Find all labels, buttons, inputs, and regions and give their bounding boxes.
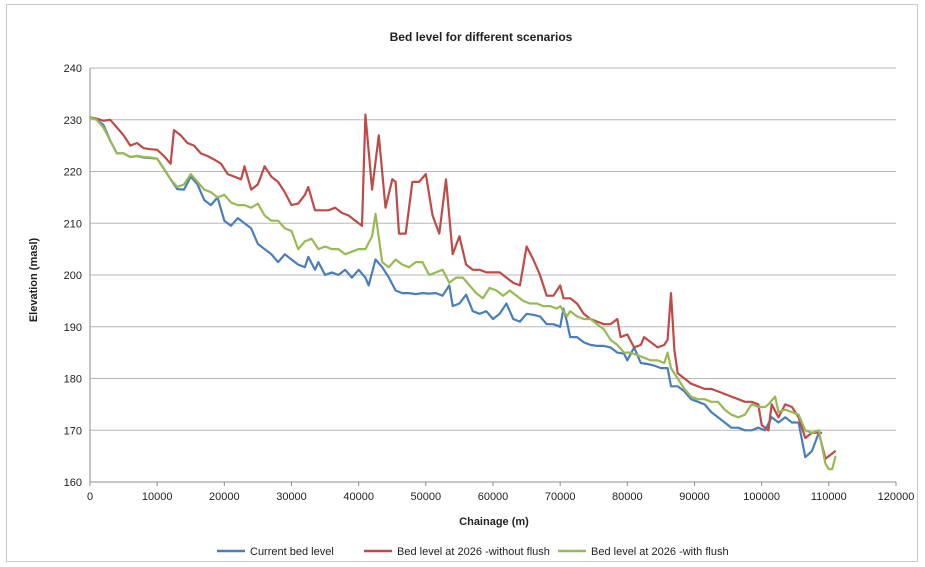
- x-tick-label: 30000: [276, 491, 307, 503]
- y-tick-labels: 160 170 180 190 200 210 220 230 240: [64, 63, 82, 489]
- x-tick-label: 70000: [545, 491, 576, 503]
- legend-label-3: Bed level at 2026 -with flush: [591, 546, 729, 558]
- x-tick-label: 10000: [142, 491, 173, 503]
- y-tick-label: 180: [64, 374, 82, 386]
- chart-title: Bed level for different scenarios: [390, 30, 573, 44]
- axes: [89, 68, 897, 486]
- y-tick-label: 240: [64, 63, 82, 75]
- legend-label-2: Bed level at 2026 -without flush: [397, 546, 550, 558]
- y-tick-label: 160: [64, 477, 82, 489]
- legend-label-1: Current bed level: [250, 546, 334, 558]
- grid: [90, 67, 896, 483]
- legend: Current bed level Bed level at 2026 -with…: [217, 546, 729, 558]
- x-tick-label: 90000: [679, 491, 710, 503]
- y-tick-label: 200: [64, 270, 82, 282]
- y-tick-label: 170: [64, 425, 82, 437]
- x-tick-label: 100000: [743, 491, 780, 503]
- series-line-2: [89, 113, 837, 460]
- x-tick-label: 50000: [411, 491, 442, 503]
- x-tick-label: 120000: [878, 491, 915, 503]
- series-line-3: [89, 116, 837, 471]
- x-axis-title: Chainage (m): [459, 516, 529, 528]
- y-axis-title: Elevation (masl): [28, 237, 40, 322]
- y-tick-label: 220: [64, 167, 82, 179]
- x-tick-label: 60000: [478, 491, 509, 503]
- x-tick-labels: 0 10000 20000 30000 40000 50000 60000 70000 8000…: [87, 491, 914, 503]
- series-lines: [89, 113, 837, 471]
- chart-frame: Bed level for different scenarios 160 170…: [6, 4, 918, 562]
- x-tick-label: 0: [87, 491, 93, 503]
- line-chart: Bed level for different scenarios 160 170…: [28, 30, 914, 558]
- x-tick-label: 20000: [209, 491, 240, 503]
- y-tick-label: 230: [64, 115, 82, 127]
- series-line-1: [89, 116, 823, 459]
- y-tick-label: 190: [64, 322, 82, 334]
- x-tick-label: 40000: [343, 491, 374, 503]
- y-tick-label: 210: [64, 218, 82, 230]
- x-tick-label: 80000: [612, 491, 643, 503]
- x-tick-label: 110000: [811, 491, 847, 503]
